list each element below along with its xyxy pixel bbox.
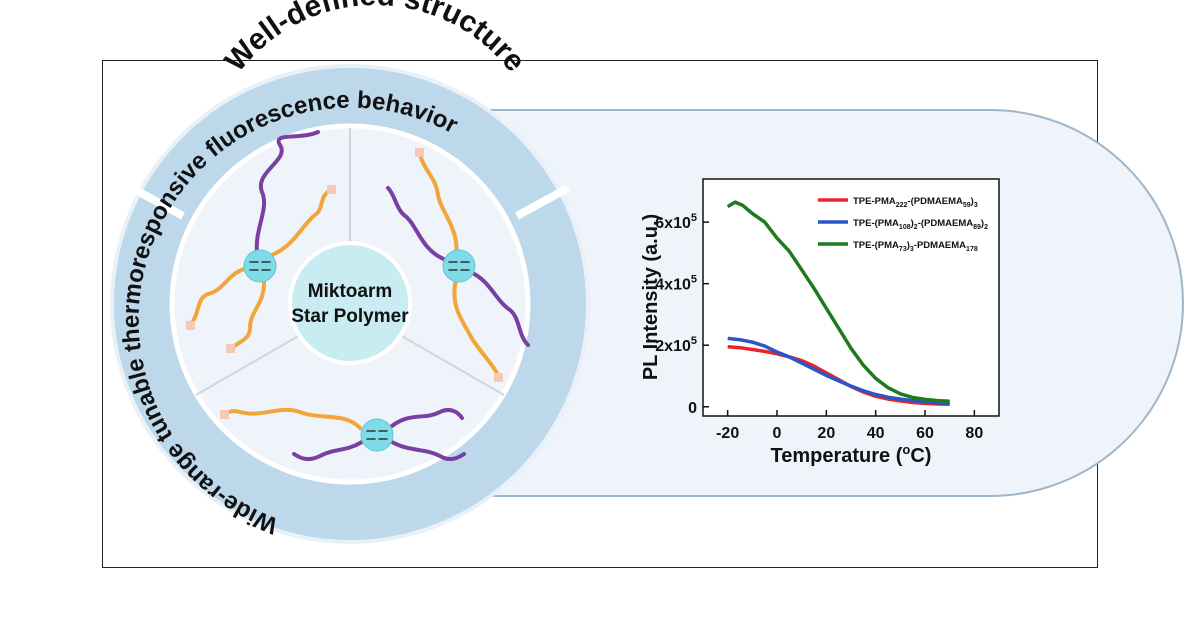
legend-label: TPE-PMA222-(PDMAEMA59)3 xyxy=(853,196,978,209)
end-group xyxy=(220,410,229,419)
y-tick-label: 2x105 xyxy=(655,335,697,355)
center-circle xyxy=(288,241,412,365)
ring-divider xyxy=(130,184,185,220)
ring-divider xyxy=(515,184,570,220)
purple-arm xyxy=(230,278,267,350)
center-label-line1: Miktoarm xyxy=(308,281,392,302)
orange-arm xyxy=(188,266,250,327)
orange-arm xyxy=(224,407,362,430)
x-axis-title: Temperature (oC) xyxy=(771,442,932,467)
purple-arm xyxy=(390,440,466,462)
sector-divider xyxy=(195,334,301,396)
center-label-line2: Star Polymer xyxy=(291,306,409,327)
end-group xyxy=(494,373,503,382)
x-tick-label: 0 xyxy=(773,425,782,442)
purple-arm xyxy=(390,407,464,428)
x-tick-label: -20 xyxy=(716,425,739,442)
pl-chart: -20 0 20 40 60 80 0 2x105 4x105 6x105 TPE-PMA222-… xyxy=(640,178,1000,467)
end-group xyxy=(327,185,336,194)
orange-arm xyxy=(452,278,500,377)
tpe-core-rings xyxy=(366,430,388,440)
series-line xyxy=(727,336,950,406)
x-tick-label: 20 xyxy=(817,425,835,442)
purple-arm xyxy=(386,186,448,262)
polymer-star-upper-right xyxy=(386,148,530,382)
orange-arm xyxy=(270,188,334,257)
sector-divider xyxy=(399,334,505,396)
orange-arm xyxy=(418,153,459,257)
tpe-core xyxy=(360,418,394,452)
y-tick-label: 4x105 xyxy=(655,274,697,294)
x-tick-label: 60 xyxy=(916,425,934,442)
end-group xyxy=(226,344,235,353)
x-tick-label: 80 xyxy=(965,425,983,442)
purple-arm xyxy=(254,130,320,260)
chart-legend: TPE-PMA222-(PDMAEMA59)3 TPE-(PMA108)2-(PD… xyxy=(818,196,988,253)
legend-label: TPE-(PMA108)2-(PDMAEMA89)2 xyxy=(853,218,988,231)
polymer-star-upper-left xyxy=(186,130,336,353)
plot-area xyxy=(702,178,1000,417)
purple-arm xyxy=(468,270,530,347)
series-line xyxy=(726,200,950,403)
y-tick-label: 0 xyxy=(688,400,697,417)
tpe-core xyxy=(442,249,476,283)
tpe-core-rings xyxy=(249,261,271,271)
series-lines xyxy=(726,200,950,407)
polymer-star-bottom xyxy=(220,407,466,462)
tpe-core-rings xyxy=(448,261,470,271)
legend-label: TPE-(PMA73)3-PDMAEMA178 xyxy=(853,240,978,253)
end-group xyxy=(186,321,195,330)
purple-arm xyxy=(292,440,364,462)
y-tick-label: 6x105 xyxy=(655,212,697,232)
end-group xyxy=(415,148,424,157)
x-tick-label: 40 xyxy=(867,425,885,442)
tpe-core xyxy=(243,249,277,283)
axis-ticks: -20 0 20 40 60 80 0 2x105 4x105 6x105 xyxy=(655,212,983,442)
y-axis-title: PL Intensity (a.u.) xyxy=(640,214,662,380)
